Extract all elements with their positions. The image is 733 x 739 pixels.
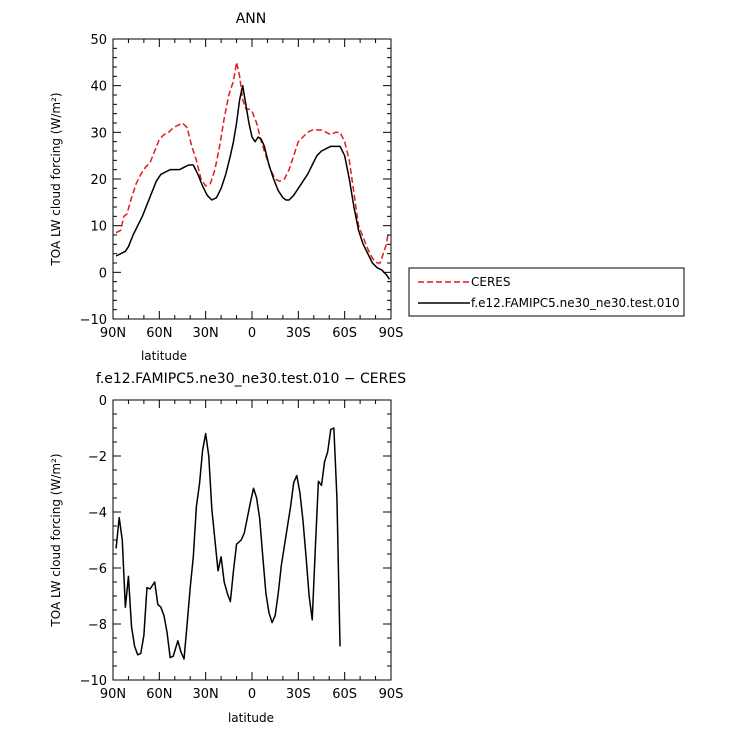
panel-bottom-xlabel: latitude [228, 711, 274, 725]
top-xtick-label: 0 [248, 326, 256, 341]
bottom-ytick-label: −10 [80, 674, 107, 689]
top-ytick-label: 10 [90, 220, 107, 235]
panel-bottom-series [115, 427, 341, 660]
panel-annual-mean: ANN latitude TOA LW cloud forcing (W/m²)… [49, 11, 403, 363]
bottom-series-line-difference [115, 427, 341, 660]
top-xtick-label: 60S [332, 326, 357, 341]
legend-box [408, 267, 685, 317]
panel-top-xlabel: latitude [141, 349, 187, 363]
top-xtick-label: 90N [100, 326, 126, 341]
panel-bottom-ticks: 90N 60N 30N 0 30S 60S 90S −10 −8 −6 −4 −2 0 [80, 394, 404, 702]
bottom-xtick-label: 90S [379, 687, 404, 702]
top-ytick-label: 50 [90, 33, 107, 48]
top-xtick-label: 90S [379, 326, 404, 341]
bottom-ytick-label: −4 [88, 506, 107, 521]
top-ytick-label: 0 [99, 266, 107, 281]
top-xtick-label: 30N [193, 326, 219, 341]
top-series-line-model [115, 84, 391, 280]
bottom-ytick-label: −6 [88, 562, 107, 577]
top-ytick-label: 40 [90, 80, 107, 95]
bottom-xtick-label: 30N [193, 687, 219, 702]
bottom-xtick-label: 30S [286, 687, 311, 702]
bottom-ytick-label: 0 [99, 394, 107, 409]
top-ytick-label: 20 [90, 173, 107, 188]
bottom-xtick-label: 90N [100, 687, 126, 702]
panel-top-series [115, 61, 391, 280]
bottom-xtick-label: 60S [332, 687, 357, 702]
top-ytick-label: −10 [80, 313, 107, 328]
legend-ceres-label: CERES [471, 275, 511, 289]
legend-model-label: f.e12.FAMIPC5.ne30_ne30.test.010 [471, 296, 680, 310]
panel-top-ylabel: TOA LW cloud forcing (W/m²) [49, 92, 63, 266]
panel-top-frame [112, 38, 392, 320]
panel-top-ticks: 90N 60N 30N 0 30S 60S 90S −10 0 10 20 30 40 50 [80, 33, 404, 341]
panel-bottom-ylabel: TOA LW cloud forcing (W/m²) [49, 453, 63, 627]
bottom-ytick-label: −8 [88, 618, 107, 633]
legend: CERES f.e12.FAMIPC5.ne30_ne30.test.010 [408, 267, 685, 317]
top-ytick-label: 30 [90, 126, 107, 141]
panel-bottom-frame [112, 399, 392, 681]
top-series-line-ceres [115, 61, 389, 264]
top-xtick-label: 60N [146, 326, 172, 341]
top-xtick-label: 30S [286, 326, 311, 341]
bottom-xtick-label: 0 [248, 687, 256, 702]
bottom-xtick-label: 60N [146, 687, 172, 702]
panel-bottom-title: f.e12.FAMIPC5.ne30_ne30.test.010 − CERES [96, 371, 406, 387]
panel-top-title: ANN [236, 11, 267, 27]
panel-difference: f.e12.FAMIPC5.ne30_ne30.test.010 − CERES… [49, 371, 406, 725]
bottom-ytick-label: −2 [88, 450, 107, 465]
